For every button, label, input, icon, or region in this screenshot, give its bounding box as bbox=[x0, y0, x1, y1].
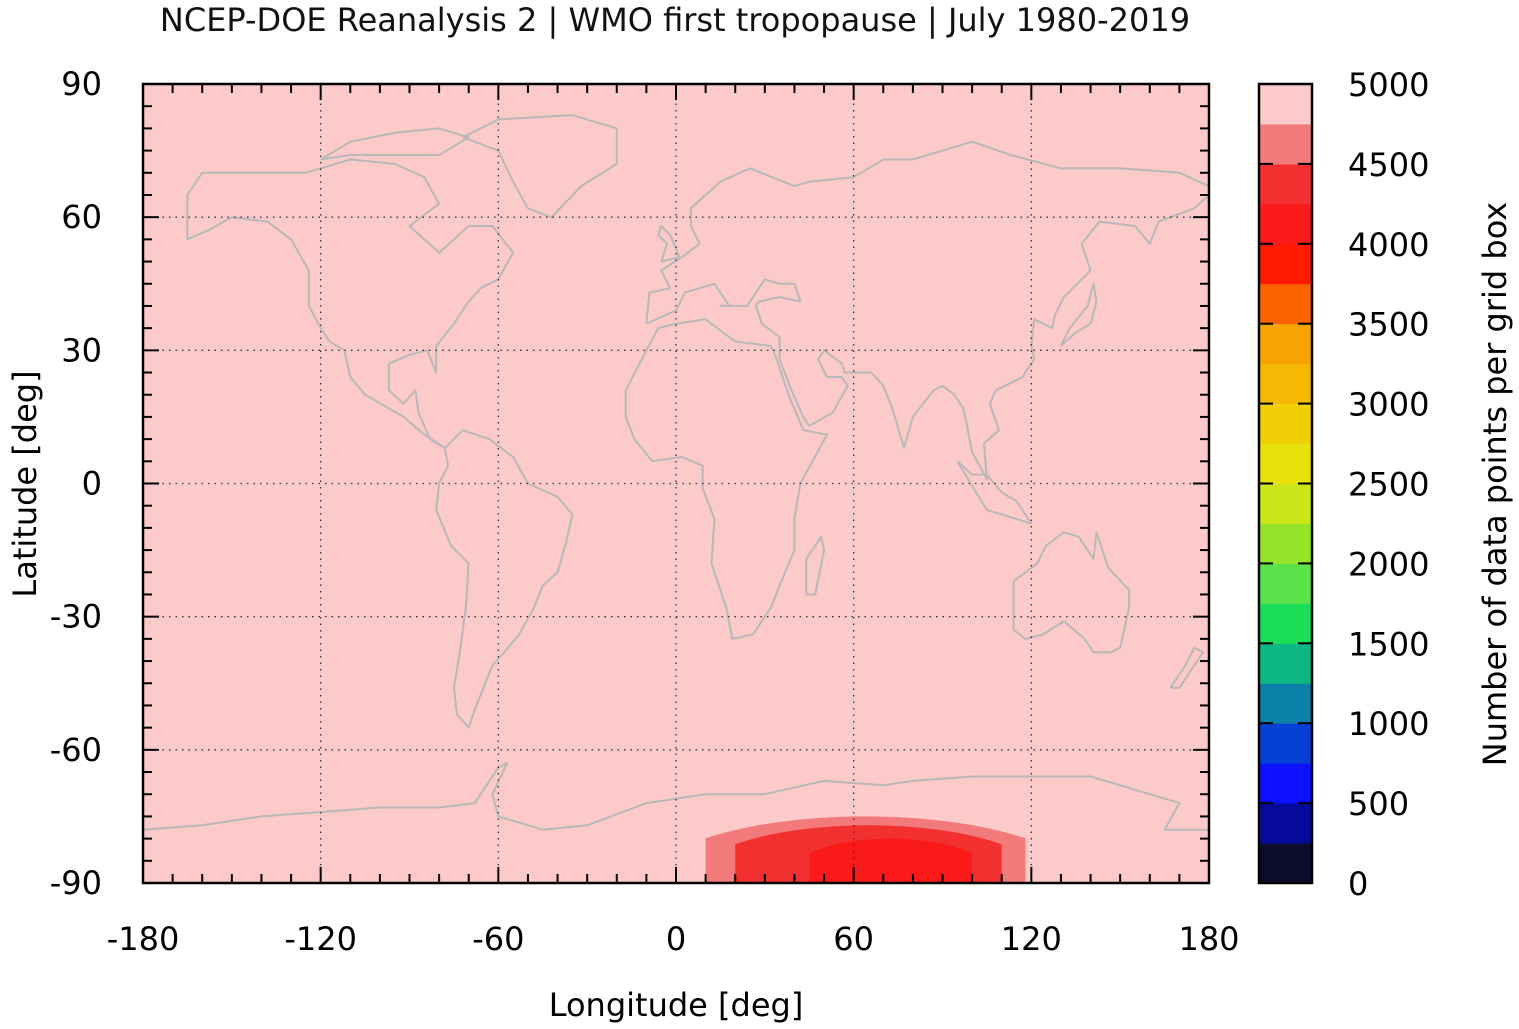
colorbar-tick-label: 2500 bbox=[1348, 466, 1429, 504]
colorbar-segment bbox=[1259, 243, 1312, 285]
colorbar-segment bbox=[1259, 363, 1312, 405]
data-regions bbox=[705, 816, 1026, 883]
x-tick-label: 120 bbox=[1001, 920, 1062, 958]
coastlines bbox=[142, 114, 1210, 831]
colorbar bbox=[1257, 82, 1314, 885]
y-tick-label: 90 bbox=[61, 65, 102, 103]
colorbar-label: Number of data points per grid box bbox=[1476, 202, 1514, 766]
colorbar-tick-label: 3000 bbox=[1348, 386, 1429, 424]
colorbar-segment bbox=[1259, 843, 1312, 884]
colorbar-tick-label: 4500 bbox=[1348, 146, 1429, 184]
x-tick-label: -180 bbox=[107, 920, 180, 958]
y-tick-labels: 90 60 30 0 -30 -60 -90 bbox=[50, 65, 102, 902]
data-region-2 bbox=[809, 838, 973, 883]
gridlines bbox=[143, 84, 1209, 883]
colorbar-tick-label: 0 bbox=[1348, 865, 1368, 903]
colorbar-segment bbox=[1259, 603, 1312, 644]
colorbar-tick-label: 1500 bbox=[1348, 625, 1429, 663]
africa-coast bbox=[624, 318, 828, 640]
x-tick-label: 0 bbox=[666, 920, 686, 958]
x-tick-label: 180 bbox=[1178, 920, 1239, 958]
japan-coast bbox=[1060, 282, 1098, 347]
colorbar-tick-label: 2000 bbox=[1348, 545, 1429, 583]
new-zealand-coast bbox=[1169, 646, 1205, 689]
australia-coast bbox=[1012, 531, 1131, 654]
colorbar-segment bbox=[1259, 723, 1312, 764]
colorbar-segment bbox=[1259, 323, 1312, 365]
plot-frame bbox=[141, 82, 1211, 885]
colorbar-tick-label: 3500 bbox=[1348, 306, 1429, 344]
colorbar-segment bbox=[1259, 483, 1312, 524]
axis-ticks bbox=[142, 83, 1210, 884]
y-tick-label: 60 bbox=[61, 198, 102, 236]
colorbar-segment bbox=[1259, 283, 1312, 325]
antarctica-coast bbox=[142, 762, 1209, 831]
eurasia-coast bbox=[645, 140, 1210, 481]
plot-border bbox=[141, 82, 1211, 885]
colorbar-tick-label: 500 bbox=[1348, 785, 1409, 823]
colorbar-segment bbox=[1259, 643, 1312, 684]
x-tick-label: -120 bbox=[284, 920, 357, 958]
uk-coast bbox=[657, 225, 680, 263]
north-america-coast bbox=[186, 158, 515, 449]
y-tick-label: 30 bbox=[61, 331, 102, 369]
colorbar-tick-label: 1000 bbox=[1348, 705, 1429, 743]
colorbar-segment bbox=[1259, 84, 1312, 125]
y-tick-label: -90 bbox=[50, 864, 102, 902]
y-tick-label: -60 bbox=[50, 731, 102, 769]
madagascar-coast bbox=[805, 535, 826, 596]
x-tick-labels: -180 -120 -60 0 60 120 180 bbox=[107, 920, 1240, 958]
x-tick-label: -60 bbox=[472, 920, 524, 958]
colorbar-segment bbox=[1259, 803, 1312, 844]
colorbar-segment bbox=[1259, 123, 1312, 165]
canadian-islands-coast bbox=[320, 127, 470, 161]
colorbar-segment bbox=[1259, 763, 1312, 804]
y-tick-label: -30 bbox=[50, 598, 102, 636]
colorbar-segment bbox=[1259, 563, 1312, 604]
y-tick-label: 0 bbox=[82, 465, 102, 503]
colorbar-segment bbox=[1259, 683, 1312, 724]
colorbar-segment bbox=[1259, 203, 1312, 245]
south-america-coast bbox=[435, 429, 574, 729]
colorbar-segment bbox=[1259, 403, 1312, 445]
y-axis-label: Latitude [deg] bbox=[6, 370, 44, 597]
colorbar-segment bbox=[1259, 443, 1312, 484]
x-axis-label: Longitude [deg] bbox=[549, 986, 804, 1024]
x-tick-label: 60 bbox=[833, 920, 874, 958]
colorbar-segment bbox=[1259, 523, 1312, 564]
chart-title: NCEP-DOE Reanalysis 2 | WMO first tropop… bbox=[159, 1, 1191, 39]
colorbar-tick-label: 5000 bbox=[1348, 66, 1429, 104]
colorbar-segment bbox=[1259, 163, 1312, 205]
colorbar-tick-label: 4000 bbox=[1348, 226, 1429, 264]
greenland-coast bbox=[462, 114, 618, 219]
colorbar-tick-labels: 0 500 1000 1500 2000 2500 3000 3500 4000 4500 5000 bbox=[1348, 66, 1429, 903]
indonesia-coast bbox=[956, 460, 1033, 525]
